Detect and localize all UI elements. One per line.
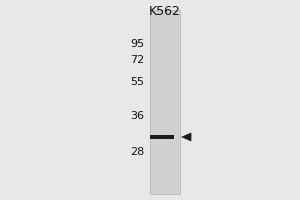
Text: 72: 72: [130, 55, 144, 65]
Bar: [150, 10, 180, 194]
Text: 36: 36: [130, 111, 144, 121]
Bar: [150, 135, 174, 139]
Text: K562: K562: [149, 5, 181, 18]
Polygon shape: [182, 133, 191, 141]
Text: 55: 55: [130, 77, 144, 87]
Text: 95: 95: [130, 39, 144, 49]
Text: 28: 28: [130, 147, 144, 157]
